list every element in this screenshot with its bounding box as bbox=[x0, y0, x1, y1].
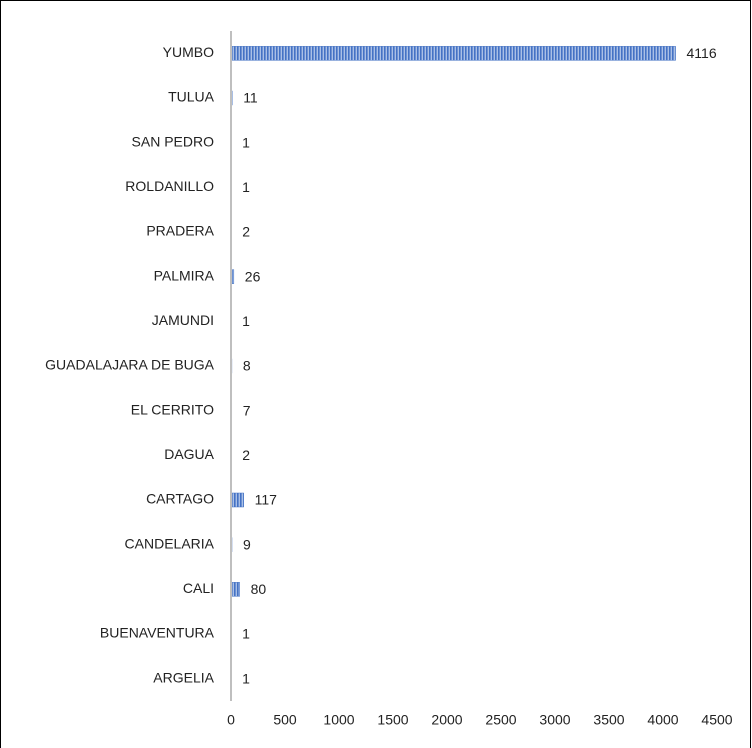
data-label: 1 bbox=[242, 670, 250, 686]
data-label: 117 bbox=[255, 492, 278, 508]
y-tick-label: JAMUNDI bbox=[152, 312, 214, 328]
x-tick-label: 3000 bbox=[539, 712, 570, 728]
y-tick-label: EL CERRITO bbox=[131, 401, 214, 417]
data-label: 7 bbox=[243, 402, 251, 418]
data-label: 8 bbox=[243, 358, 251, 374]
x-tick-label: 500 bbox=[273, 712, 297, 728]
y-tick-label: SAN PEDRO bbox=[132, 133, 215, 149]
y-tick-label: ARGELIA bbox=[153, 669, 214, 685]
x-tick-label: 0 bbox=[227, 712, 235, 728]
data-label: 1 bbox=[242, 313, 250, 329]
y-tick-label: GUADALAJARA DE BUGA bbox=[45, 357, 214, 373]
y-tick-label: YUMBO bbox=[163, 44, 214, 60]
y-tick-label: CARTAGO bbox=[146, 491, 214, 507]
data-label: 1 bbox=[242, 626, 250, 642]
x-tick-label: 2500 bbox=[485, 712, 516, 728]
bar bbox=[230, 46, 676, 61]
x-tick-label: 3500 bbox=[593, 712, 624, 728]
data-label: 9 bbox=[243, 536, 251, 552]
y-tick-label: ROLDANILLO bbox=[125, 178, 214, 194]
y-tick-label: PALMIRA bbox=[154, 267, 215, 283]
x-tick-label: 2000 bbox=[431, 712, 462, 728]
data-label: 4116 bbox=[687, 45, 717, 61]
y-tick-label: DAGUA bbox=[164, 446, 214, 462]
data-label: 80 bbox=[251, 581, 267, 597]
bar bbox=[230, 582, 240, 597]
data-label: 2 bbox=[242, 224, 250, 240]
y-tick-label: TULUA bbox=[168, 89, 215, 105]
y-tick-label: CALI bbox=[183, 580, 214, 596]
data-label: 2 bbox=[242, 447, 250, 463]
x-tick-label: 1000 bbox=[323, 712, 354, 728]
x-tick-label: 4000 bbox=[647, 712, 678, 728]
x-tick-label: 1500 bbox=[377, 712, 408, 728]
y-tick-label: CANDELARIA bbox=[125, 535, 215, 551]
y-tick-label: BUENAVENTURA bbox=[100, 625, 215, 641]
data-label: 1 bbox=[242, 134, 250, 150]
data-label: 26 bbox=[245, 268, 261, 284]
y-tick-label: PRADERA bbox=[146, 223, 214, 239]
bar bbox=[230, 492, 244, 508]
x-tick-label: 4500 bbox=[701, 712, 732, 728]
data-label: 11 bbox=[243, 90, 258, 106]
data-label: 1 bbox=[242, 179, 250, 195]
